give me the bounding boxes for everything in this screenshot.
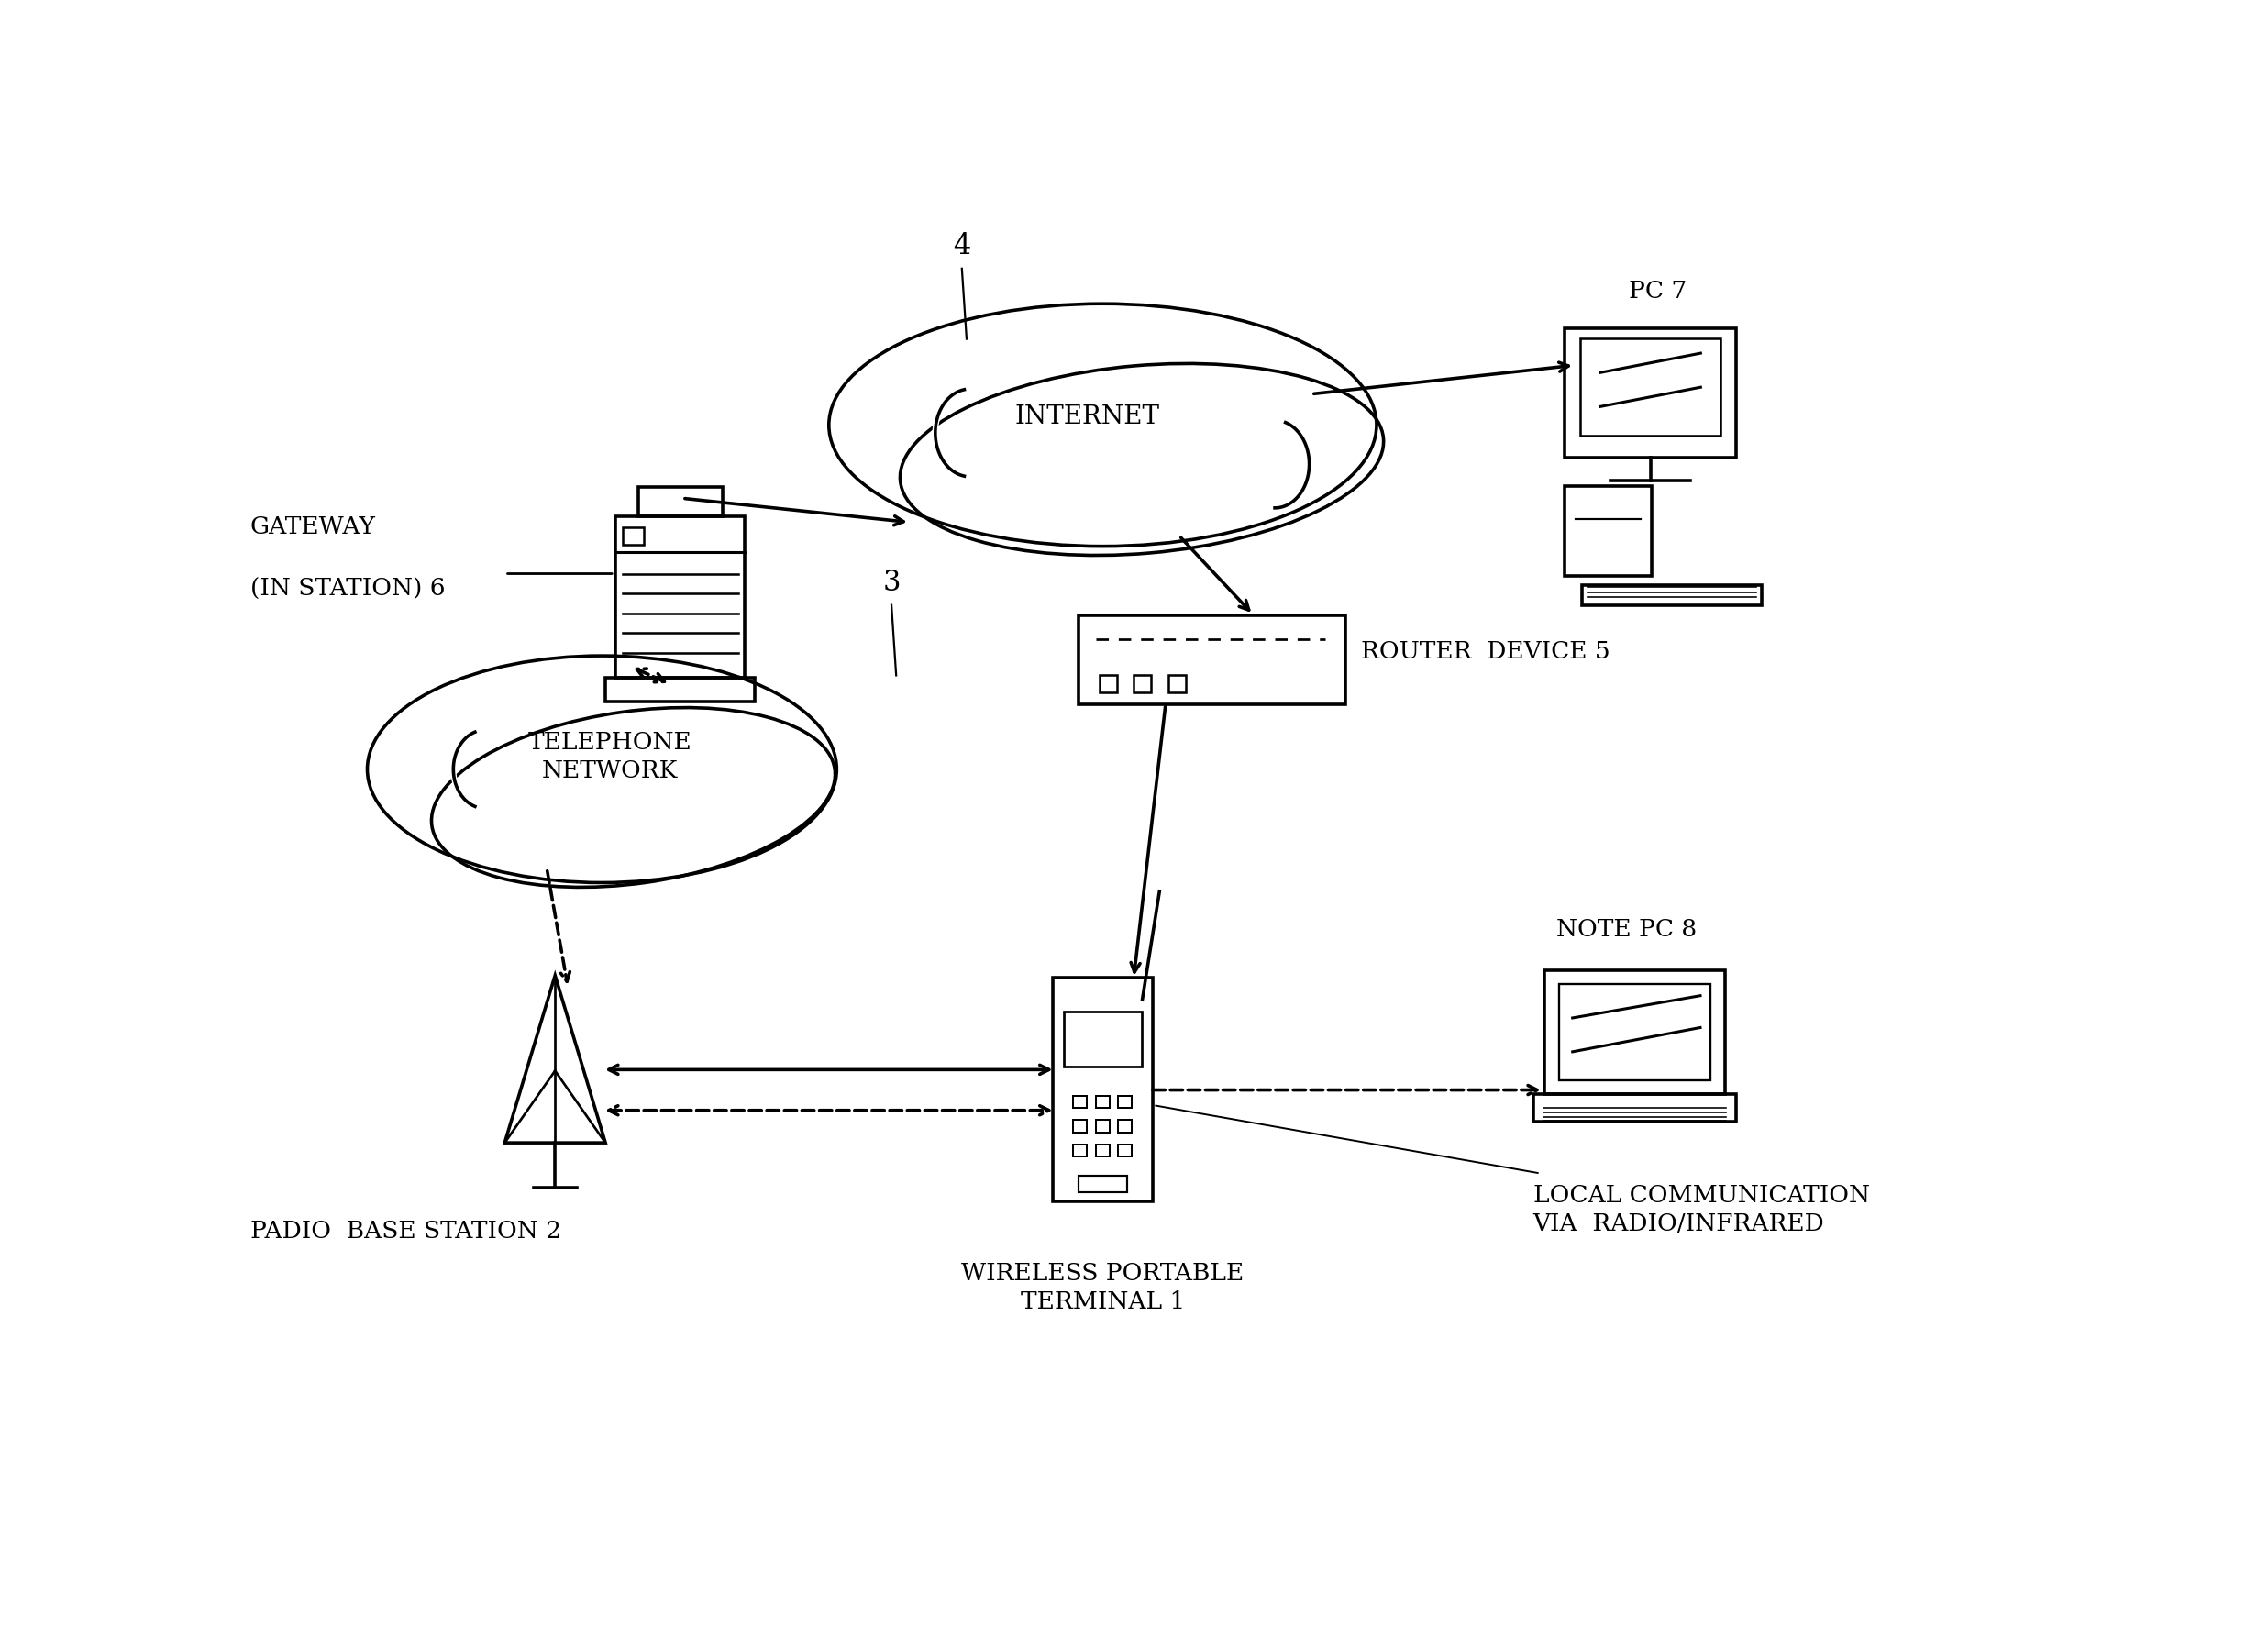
Bar: [1052, 977, 1152, 1201]
Text: (IN STATION) 6: (IN STATION) 6: [249, 578, 445, 602]
Bar: [1095, 1121, 1109, 1132]
Text: 4: 4: [953, 232, 971, 260]
Bar: [1095, 1096, 1109, 1107]
Text: LOCAL COMMUNICATION
VIA  RADIO/INFRARED: LOCAL COMMUNICATION VIA RADIO/INFRARED: [1533, 1183, 1869, 1236]
Bar: [1118, 1144, 1132, 1157]
Text: INTERNET: INTERNET: [1014, 405, 1159, 430]
Bar: [1080, 615, 1345, 704]
Bar: [1073, 1096, 1086, 1107]
Bar: [1064, 1012, 1141, 1066]
Text: NOTE PC 8: NOTE PC 8: [1556, 918, 1696, 941]
Bar: [1118, 1121, 1132, 1132]
Bar: [1558, 984, 1710, 1081]
Bar: [1565, 486, 1651, 577]
Bar: [1565, 328, 1735, 458]
Bar: [1080, 1175, 1127, 1193]
Text: PADIO  BASE STATION 2: PADIO BASE STATION 2: [249, 1220, 560, 1243]
Bar: [1581, 338, 1721, 435]
Bar: [1134, 676, 1152, 692]
Text: TELEPHONE
NETWORK: TELEPHONE NETWORK: [528, 732, 692, 783]
Text: GATEWAY: GATEWAY: [249, 516, 376, 539]
Text: 3: 3: [882, 569, 900, 597]
Bar: [624, 527, 644, 545]
Bar: [637, 488, 721, 516]
Text: ROUTER  DEVICE 5: ROUTER DEVICE 5: [1361, 641, 1610, 664]
Bar: [1095, 1144, 1109, 1157]
Bar: [606, 677, 755, 702]
Text: WIRELESS PORTABLE
TERMINAL 1: WIRELESS PORTABLE TERMINAL 1: [962, 1262, 1245, 1313]
Bar: [1118, 1096, 1132, 1107]
Bar: [1073, 1121, 1086, 1132]
Bar: [1583, 585, 1762, 605]
Text: PC 7: PC 7: [1628, 280, 1687, 303]
Bar: [1073, 1144, 1086, 1157]
Bar: [1168, 676, 1186, 692]
Bar: [1100, 676, 1116, 692]
Bar: [615, 516, 744, 677]
Bar: [1545, 971, 1726, 1094]
Bar: [1533, 1094, 1737, 1122]
